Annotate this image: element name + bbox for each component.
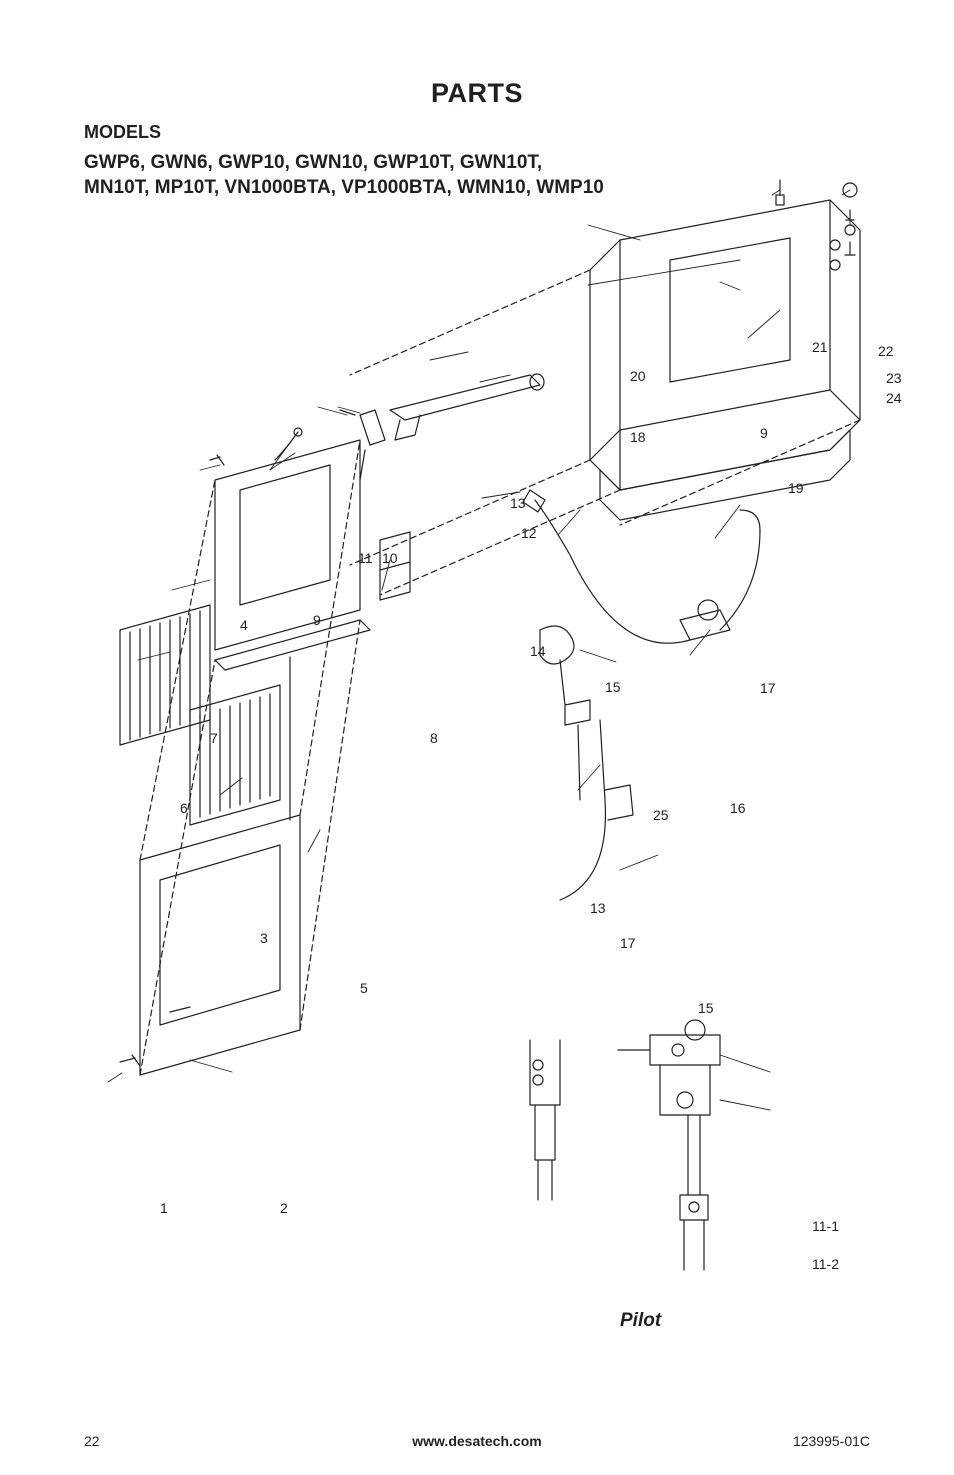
callout-1: 1 (160, 1200, 168, 1216)
callout-2: 2 (280, 1200, 288, 1216)
page-title: PARTS (0, 78, 954, 109)
callout-18: 18 (630, 429, 646, 445)
models-heading: MODELS (84, 122, 161, 143)
callout-3: 3 (260, 930, 268, 946)
callout-13: 13 (510, 495, 526, 511)
callout-21: 21 (812, 339, 828, 355)
callout-4: 4 (240, 617, 248, 633)
exploded-parts-diagram (60, 160, 900, 1360)
callout-11-2: 11-2 (812, 1256, 839, 1272)
footer-doc-number: 123995-01C (793, 1433, 870, 1449)
callout-24: 24 (886, 390, 902, 406)
callout-19: 19 (788, 480, 804, 496)
callout-15: 15 (698, 1000, 714, 1016)
callout-12: 12 (521, 525, 537, 541)
callout-22: 22 (878, 343, 894, 359)
callout-6: 6 (180, 800, 188, 816)
callout-7: 7 (210, 730, 218, 746)
callout-20: 20 (630, 368, 646, 384)
callout-25: 25 (653, 807, 669, 823)
callout-16: 16 (730, 800, 746, 816)
callout-17: 17 (620, 935, 636, 951)
callout-23: 23 (886, 370, 902, 386)
pilot-label: Pilot (620, 1310, 661, 1332)
callout-9: 9 (313, 612, 321, 628)
callout-14: 14 (530, 643, 546, 659)
callout-17: 17 (760, 680, 776, 696)
callout-15: 15 (605, 679, 621, 695)
callout-5: 5 (360, 980, 368, 996)
callout-10: 10 (382, 550, 398, 566)
callout-8: 8 (430, 730, 438, 746)
callout-9: 9 (760, 425, 768, 441)
callout-11: 11 (358, 550, 373, 566)
callout-11-1: 11-1 (812, 1218, 839, 1234)
callout-13: 13 (590, 900, 606, 916)
